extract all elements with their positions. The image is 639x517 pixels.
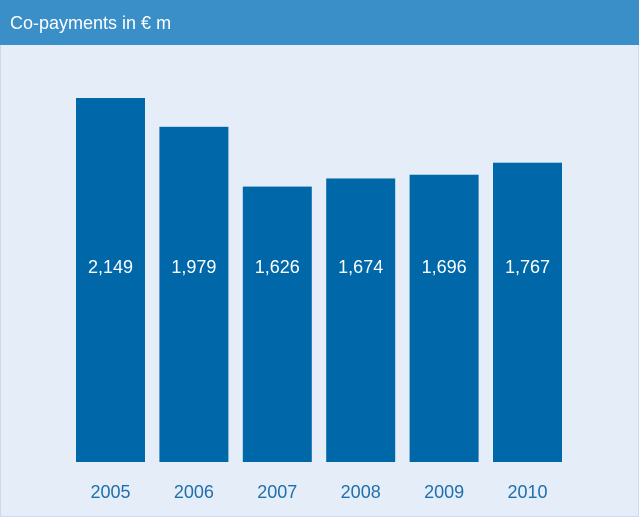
x-tick-label: 2006 bbox=[174, 482, 214, 502]
x-tick-label: 2007 bbox=[257, 482, 297, 502]
bar bbox=[493, 162, 562, 462]
value-label: 1,979 bbox=[171, 257, 216, 277]
value-label: 1,767 bbox=[505, 257, 550, 277]
x-tick-label: 2009 bbox=[424, 482, 464, 502]
bar bbox=[76, 98, 145, 462]
value-label: 1,696 bbox=[422, 257, 467, 277]
value-label: 1,674 bbox=[338, 257, 383, 277]
header-band bbox=[0, 0, 639, 45]
bar bbox=[242, 186, 312, 463]
bar bbox=[409, 174, 479, 462]
bar bbox=[159, 126, 229, 462]
x-tick-label: 2008 bbox=[341, 482, 381, 502]
value-label: 1,626 bbox=[255, 257, 300, 277]
value-label: 2,149 bbox=[88, 257, 133, 277]
bar bbox=[326, 178, 396, 462]
x-tick-label: 2010 bbox=[507, 482, 547, 502]
x-tick-label: 2005 bbox=[90, 482, 130, 502]
chart-title: Co-payments in € m bbox=[10, 13, 171, 33]
